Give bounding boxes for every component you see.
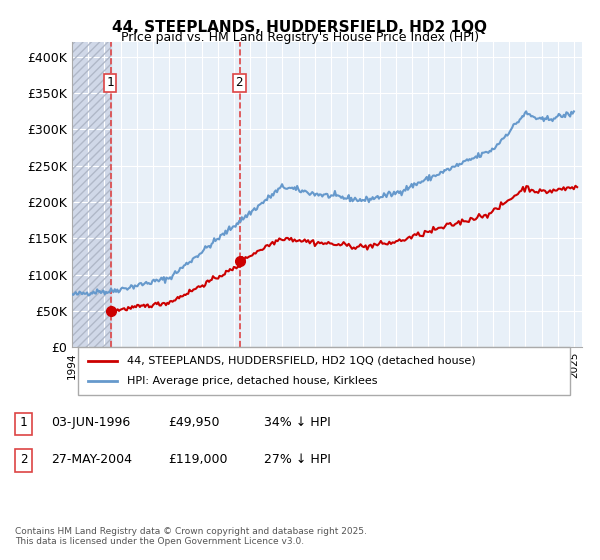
Text: 1: 1 [106, 76, 114, 89]
FancyBboxPatch shape [78, 347, 570, 395]
Text: Price paid vs. HM Land Registry's House Price Index (HPI): Price paid vs. HM Land Registry's House … [121, 31, 479, 44]
Text: 44, STEEPLANDS, HUDDERSFIELD, HD2 1QQ: 44, STEEPLANDS, HUDDERSFIELD, HD2 1QQ [113, 20, 487, 35]
Text: 34% ↓ HPI: 34% ↓ HPI [264, 416, 331, 430]
Text: 27-MAY-2004: 27-MAY-2004 [51, 452, 132, 466]
Text: £119,000: £119,000 [168, 452, 227, 466]
Text: 27% ↓ HPI: 27% ↓ HPI [264, 452, 331, 466]
Text: £49,950: £49,950 [168, 416, 220, 430]
Polygon shape [72, 42, 111, 347]
Text: 03-JUN-1996: 03-JUN-1996 [51, 416, 130, 430]
Text: 2: 2 [20, 452, 27, 466]
Text: Contains HM Land Registry data © Crown copyright and database right 2025.
This d: Contains HM Land Registry data © Crown c… [15, 526, 367, 546]
Text: HPI: Average price, detached house, Kirklees: HPI: Average price, detached house, Kirk… [127, 376, 378, 386]
Text: 2: 2 [236, 76, 243, 89]
Text: 1: 1 [20, 416, 27, 430]
Text: 44, STEEPLANDS, HUDDERSFIELD, HD2 1QQ (detached house): 44, STEEPLANDS, HUDDERSFIELD, HD2 1QQ (d… [127, 356, 476, 366]
